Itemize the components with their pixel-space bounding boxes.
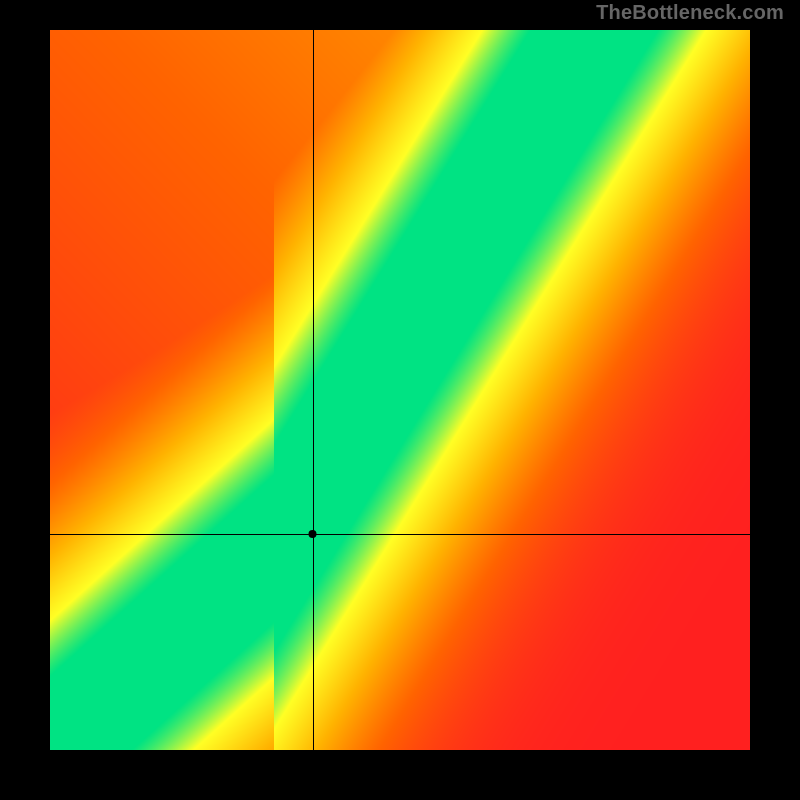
heatmap-canvas <box>50 30 750 750</box>
bottleneck-heatmap <box>50 30 750 750</box>
attribution-text: TheBottleneck.com <box>596 2 784 25</box>
